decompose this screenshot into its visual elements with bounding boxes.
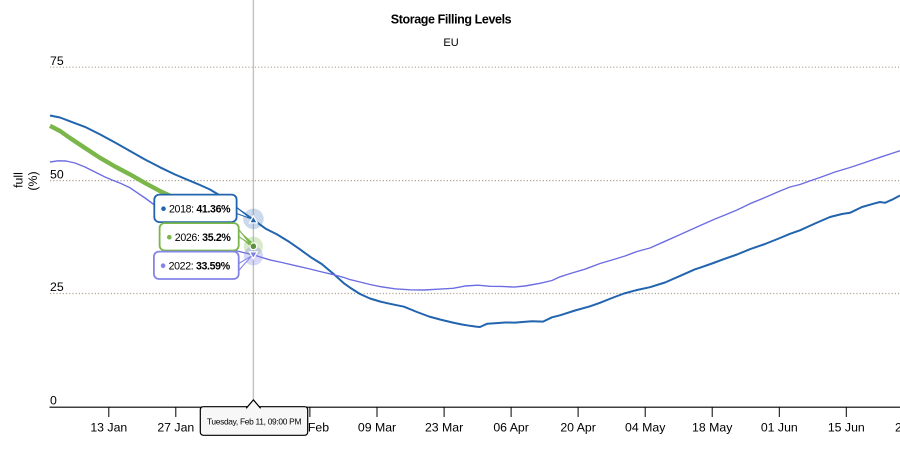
- svg-text:25: 25: [50, 280, 64, 294]
- svg-text:50: 50: [50, 167, 64, 181]
- svg-text:13 Jan: 13 Jan: [90, 421, 127, 435]
- svg-text:27 Jan: 27 Jan: [157, 421, 194, 435]
- svg-text:18 May: 18 May: [692, 421, 733, 435]
- svg-text:(%): (%): [26, 171, 40, 190]
- svg-text:Storage Filling Levels: Storage Filling Levels: [391, 13, 512, 27]
- svg-text:29 Jun: 29 Jun: [895, 421, 900, 435]
- svg-text:23 Mar: 23 Mar: [425, 421, 463, 435]
- svg-text:01 Jun: 01 Jun: [761, 421, 798, 435]
- svg-text:2026: 35.2%: 2026: 35.2%: [175, 232, 232, 244]
- svg-text:09 Mar: 09 Mar: [358, 421, 396, 435]
- svg-text:06 Apr: 06 Apr: [493, 421, 529, 435]
- svg-text:04 May: 04 May: [625, 421, 666, 435]
- svg-text:75: 75: [50, 54, 64, 68]
- svg-text:2018: 41.36%: 2018: 41.36%: [169, 203, 231, 215]
- svg-text:15 Jun: 15 Jun: [828, 421, 865, 435]
- svg-text:full: full: [12, 172, 26, 188]
- svg-text:2022: 33.59%: 2022: 33.59%: [169, 260, 231, 272]
- svg-text:0: 0: [50, 394, 57, 408]
- svg-text:EU: EU: [443, 37, 458, 49]
- svg-text:20 Apr: 20 Apr: [560, 421, 596, 435]
- svg-text:Tuesday, Feb 11, 09:00 PM: Tuesday, Feb 11, 09:00 PM: [207, 417, 302, 427]
